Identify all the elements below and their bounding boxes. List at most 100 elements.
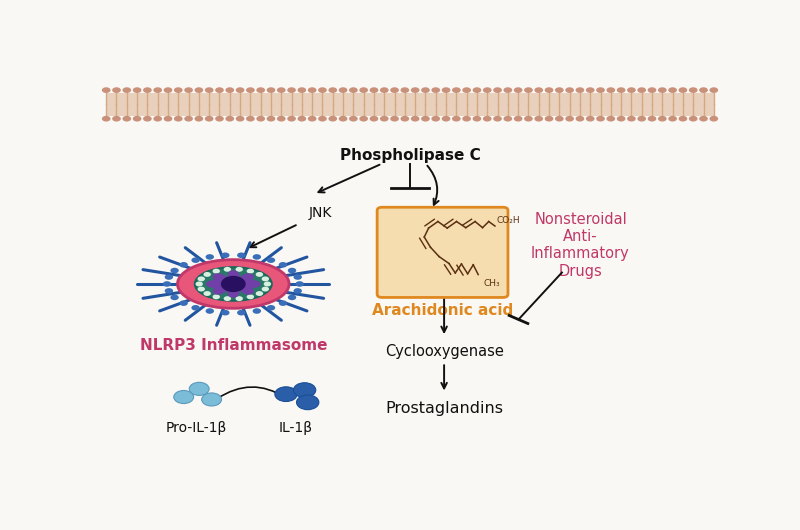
Circle shape [221, 276, 246, 292]
Circle shape [524, 87, 533, 93]
Circle shape [191, 305, 200, 311]
Circle shape [370, 116, 378, 121]
Circle shape [545, 116, 554, 121]
Circle shape [596, 87, 605, 93]
Circle shape [174, 116, 182, 121]
Circle shape [308, 116, 317, 121]
Circle shape [256, 116, 265, 121]
Circle shape [555, 87, 564, 93]
Circle shape [483, 116, 491, 121]
Circle shape [102, 116, 110, 121]
Circle shape [164, 116, 172, 121]
Circle shape [236, 116, 245, 121]
Circle shape [213, 294, 220, 299]
Circle shape [206, 308, 214, 314]
Circle shape [586, 87, 594, 93]
Circle shape [179, 262, 188, 268]
Circle shape [256, 272, 263, 277]
Circle shape [194, 87, 203, 93]
Circle shape [473, 116, 482, 121]
Circle shape [122, 116, 131, 121]
Circle shape [710, 87, 718, 93]
Circle shape [143, 116, 152, 121]
Circle shape [431, 116, 440, 121]
Circle shape [452, 116, 461, 121]
Circle shape [112, 87, 121, 93]
Circle shape [154, 116, 162, 121]
Circle shape [221, 310, 230, 315]
Circle shape [473, 87, 482, 93]
Circle shape [205, 116, 214, 121]
Circle shape [237, 310, 246, 315]
Circle shape [390, 87, 399, 93]
Circle shape [575, 116, 584, 121]
Circle shape [194, 116, 203, 121]
Circle shape [648, 116, 656, 121]
Circle shape [411, 116, 419, 121]
Ellipse shape [239, 285, 254, 295]
Circle shape [179, 301, 188, 306]
Circle shape [638, 87, 646, 93]
Circle shape [203, 272, 211, 277]
Ellipse shape [213, 285, 228, 295]
Circle shape [338, 116, 347, 121]
Circle shape [658, 87, 666, 93]
Text: NLRP3 Inflammasome: NLRP3 Inflammasome [139, 338, 327, 352]
Circle shape [266, 258, 275, 263]
Circle shape [162, 281, 171, 287]
Circle shape [202, 393, 222, 406]
Circle shape [294, 288, 302, 294]
Circle shape [421, 116, 430, 121]
Circle shape [359, 87, 368, 93]
Circle shape [256, 291, 263, 296]
Circle shape [462, 116, 471, 121]
Circle shape [266, 305, 275, 311]
Circle shape [298, 87, 306, 93]
Circle shape [224, 296, 231, 301]
Circle shape [514, 87, 522, 93]
Circle shape [195, 281, 203, 286]
Circle shape [648, 87, 656, 93]
Text: JNK: JNK [309, 206, 332, 219]
Circle shape [524, 116, 533, 121]
Circle shape [288, 295, 296, 300]
Circle shape [112, 116, 121, 121]
Circle shape [253, 254, 261, 260]
Circle shape [483, 87, 491, 93]
Circle shape [401, 116, 409, 121]
Circle shape [277, 87, 286, 93]
Circle shape [678, 116, 687, 121]
Circle shape [668, 87, 677, 93]
Ellipse shape [206, 280, 223, 288]
Circle shape [215, 87, 224, 93]
Circle shape [575, 87, 584, 93]
Circle shape [503, 116, 512, 121]
Circle shape [401, 87, 409, 93]
Circle shape [191, 258, 200, 263]
Circle shape [235, 296, 243, 301]
Circle shape [318, 116, 327, 121]
Circle shape [198, 277, 205, 281]
Circle shape [143, 87, 152, 93]
Circle shape [329, 116, 337, 121]
Circle shape [534, 87, 543, 93]
Circle shape [203, 291, 211, 296]
Circle shape [566, 87, 574, 93]
Circle shape [262, 287, 269, 292]
Circle shape [431, 87, 440, 93]
Circle shape [493, 116, 502, 121]
Circle shape [689, 87, 698, 93]
Circle shape [236, 87, 245, 93]
Text: Nonsteroidal
Anti-
Inflammatory
Drugs: Nonsteroidal Anti- Inflammatory Drugs [531, 211, 630, 279]
Circle shape [154, 87, 162, 93]
Circle shape [278, 301, 287, 306]
Ellipse shape [227, 286, 239, 298]
Circle shape [184, 116, 193, 121]
Bar [106, 93, 714, 116]
Circle shape [668, 116, 677, 121]
Circle shape [237, 252, 246, 258]
Circle shape [246, 294, 254, 299]
Circle shape [213, 269, 220, 273]
Text: Pro-IL-1β: Pro-IL-1β [166, 421, 226, 435]
Circle shape [566, 116, 574, 121]
